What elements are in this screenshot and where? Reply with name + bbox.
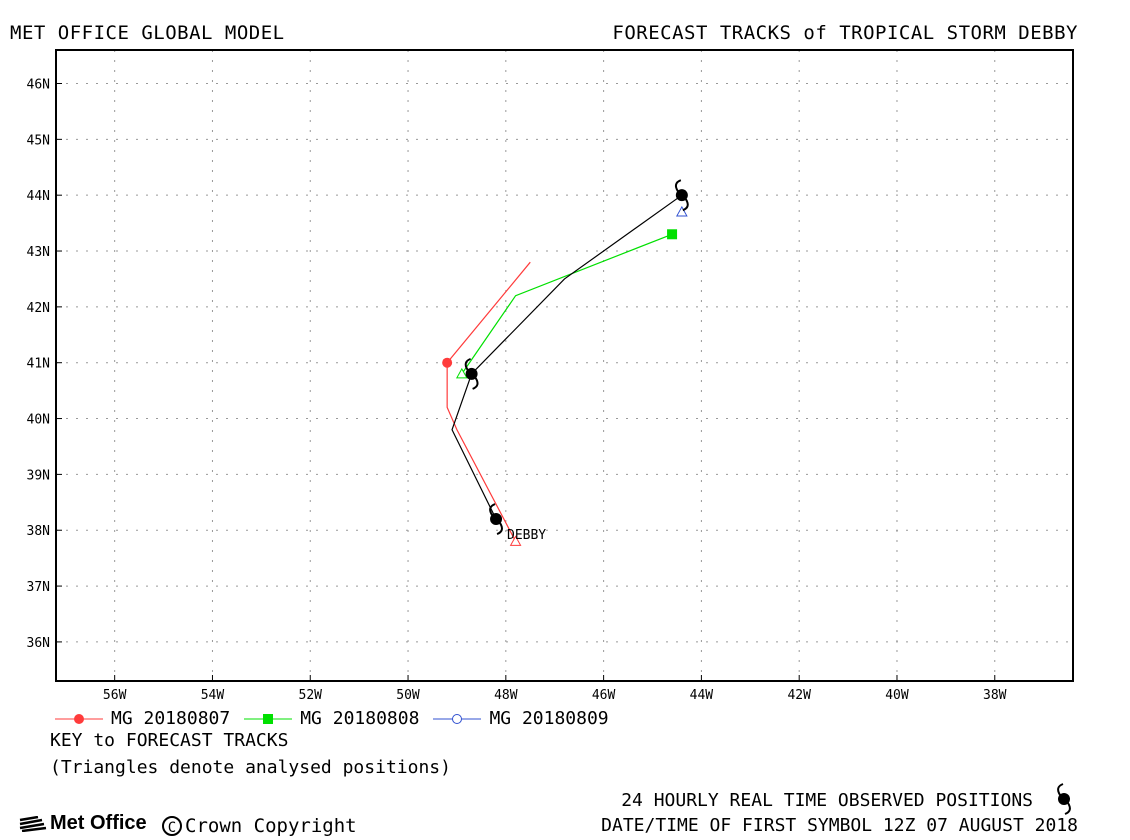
latitude-labels: 46N 45N 44N 43N 42N 41N 40N 39N 38N 37N 36N xyxy=(27,78,50,651)
legend-item-mg-20180807: MG 20180807 xyxy=(55,708,230,729)
lat-label: 45N xyxy=(27,133,50,148)
legend-label: MG 20180809 xyxy=(489,708,609,729)
hurricane-symbol-icon xyxy=(489,503,503,535)
lon-label: 50W xyxy=(396,688,420,700)
hurricane-symbol-icon xyxy=(464,357,479,390)
lat-label: 38N xyxy=(27,524,50,539)
legend-label: MG 20180808 xyxy=(300,708,420,729)
logo-text: Met Office xyxy=(50,812,147,834)
legend-item-mg-20180809: MG 20180809 xyxy=(433,708,609,729)
blue-open-circle-line-icon xyxy=(433,713,482,724)
lon-label: 46W xyxy=(592,688,616,700)
key-note: (Triangles denote analysed positions) xyxy=(50,757,451,778)
observed-track xyxy=(451,179,689,535)
legend-label: MG 20180807 xyxy=(111,708,231,729)
forecast-track-line xyxy=(461,233,673,375)
lon-label: 42W xyxy=(787,688,811,700)
legend: MG 20180807 MG 20180808 MG 20180809 xyxy=(55,708,623,729)
lat-label: 42N xyxy=(27,301,50,316)
forecast-track-line xyxy=(446,261,531,542)
map-plot: 46N 45N 44N 43N 42N 41N 40N 39N 38N 37N 36N 56W 54W… xyxy=(27,49,1074,700)
grid-lines xyxy=(56,50,1073,681)
title-right: FORECAST TRACKS of TROPICAL STORM DEBBY xyxy=(612,22,1078,44)
legend-item-mg-20180808: MG 20180808 xyxy=(244,708,419,729)
green-square-line-icon xyxy=(244,713,293,724)
lat-label: 36N xyxy=(27,636,50,651)
lat-label: 43N xyxy=(27,245,50,260)
lat-label: 46N xyxy=(27,78,50,93)
lat-label: 40N xyxy=(27,413,50,428)
first-symbol-datetime: DATE/TIME OF FIRST SYMBOL 12Z 07 AUGUST … xyxy=(601,815,1078,836)
lat-label: 39N xyxy=(27,468,50,483)
lon-label: 44W xyxy=(690,688,714,700)
observed-positions-label: 24 HOURLY REAL TIME OBSERVED POSITIONS xyxy=(621,790,1033,811)
forecast-marker-square xyxy=(667,229,678,240)
lat-label: 44N xyxy=(27,189,50,204)
forecast-tracks xyxy=(442,205,688,546)
lon-label: 38W xyxy=(983,688,1007,700)
met-office-logo: Met Office xyxy=(18,812,147,835)
copyright: C Crown Copyright xyxy=(162,815,357,837)
lon-label: 52W xyxy=(299,688,323,700)
lon-label: 48W xyxy=(494,688,518,700)
lat-label: 37N xyxy=(27,580,50,595)
copyright-text: Crown Copyright xyxy=(185,815,357,837)
hurricane-symbol-icon xyxy=(674,179,689,212)
copyright-symbol-icon: C xyxy=(162,816,182,836)
title-left: MET OFFICE GLOBAL MODEL xyxy=(10,22,285,44)
analysed-position-triangle xyxy=(675,205,688,217)
forecast-marker-circle xyxy=(442,357,453,368)
red-circle-line-icon xyxy=(55,713,103,724)
lon-label: 40W xyxy=(885,688,909,700)
longitude-labels: 56W 54W 52W 50W 48W 46W 44W 42W 40W 38W xyxy=(103,688,1007,700)
key-title: KEY to FORECAST TRACKS xyxy=(50,730,289,751)
lon-label: 56W xyxy=(103,688,127,700)
hurricane-symbol-icon xyxy=(1057,783,1071,815)
analysed-position-triangle xyxy=(509,535,522,546)
storm-name-label: DEBBY xyxy=(507,528,546,543)
lon-label: 54W xyxy=(201,688,225,700)
map-frame xyxy=(55,49,1074,682)
lat-label: 41N xyxy=(27,357,50,372)
met-office-wave-icon xyxy=(19,815,47,832)
analysed-position-triangle xyxy=(455,367,468,379)
